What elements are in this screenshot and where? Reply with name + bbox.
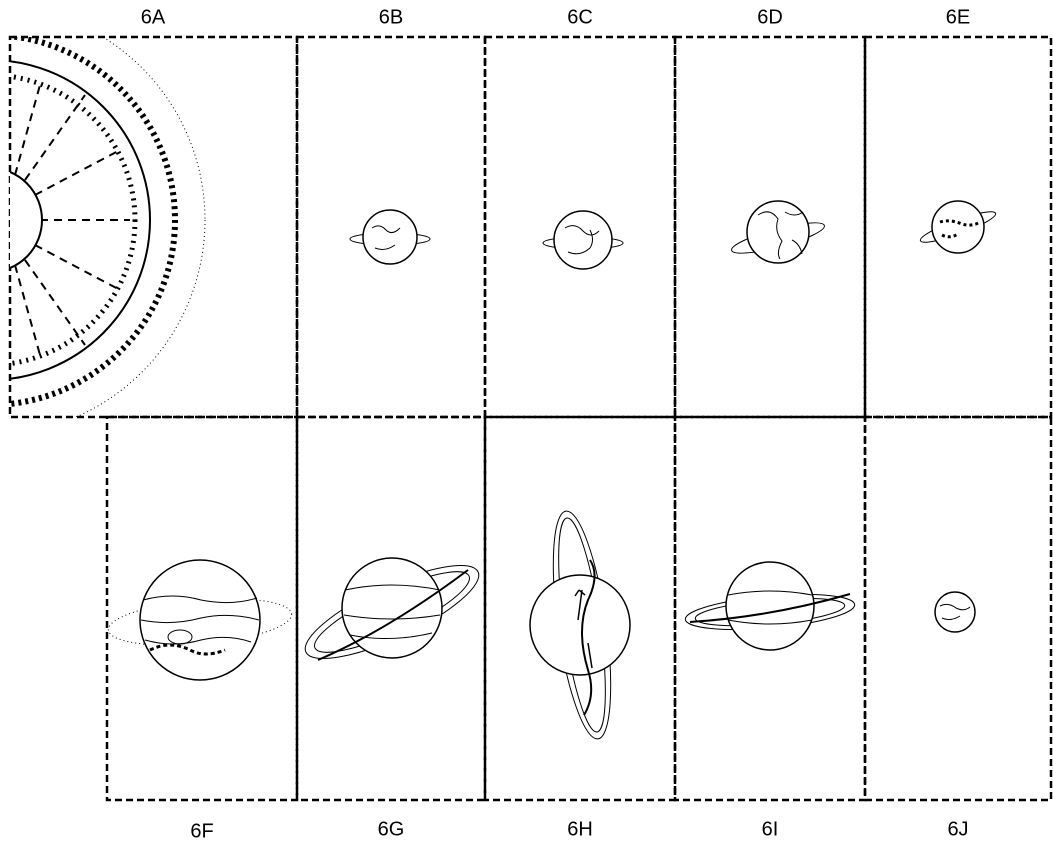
panel-label: 6H (567, 818, 593, 840)
panel-label: 6C (567, 6, 593, 28)
panel-label: 6E (946, 6, 970, 28)
page: 6A 6B 6C 6D 6E 6F 6G 6H 6I 6J (() => { c… (0, 0, 1053, 850)
panel-label: 6F (190, 820, 213, 842)
panel-label: 6I (762, 818, 779, 840)
planet (684, 562, 856, 650)
planet (729, 201, 826, 263)
panel-label: 6D (757, 6, 783, 28)
planet (106, 560, 293, 680)
planet (295, 548, 489, 675)
panel-label: 6B (379, 6, 403, 28)
panel-label: 6J (947, 818, 968, 840)
planet (918, 201, 998, 253)
planet (530, 508, 630, 742)
panel-boxes (10, 37, 1051, 800)
panel-label: 6A (141, 6, 166, 28)
figure: 6A 6B 6C 6D 6E 6F 6G 6H 6I 6J (0, 0, 1053, 850)
planet (350, 210, 430, 264)
planet (935, 592, 975, 632)
sun (0, 5, 205, 435)
planet (543, 211, 623, 269)
panel-label: 6G (378, 818, 405, 840)
